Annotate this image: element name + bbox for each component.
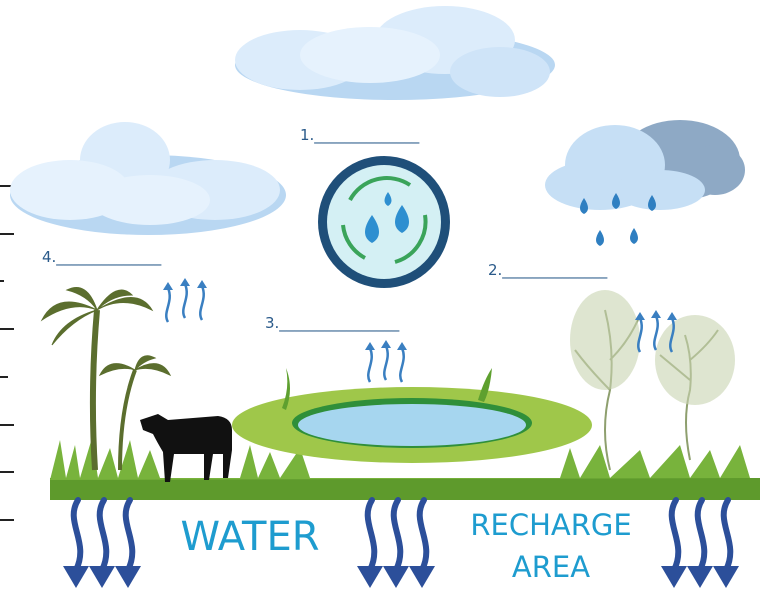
recharge-arrows-part [357, 500, 383, 588]
blank-label: 2.______________ [488, 261, 608, 280]
blank-label: 1.______________ [300, 126, 420, 145]
evaporation-arrows-part [180, 278, 190, 318]
palm-trees [42, 288, 170, 471]
pond-part [298, 404, 526, 446]
rain-cloud-part-part [596, 230, 604, 246]
cloud [10, 122, 286, 235]
cypress-trees-part [655, 315, 735, 405]
evaporation-arrows-part [397, 342, 407, 382]
evaporation-arrows-part [381, 340, 391, 380]
caption-area: AREA [512, 550, 590, 584]
recharge-arrows-part [63, 500, 89, 588]
caption-recharge: RECHARGE [470, 508, 631, 542]
water-cycle-icon [318, 156, 450, 288]
pond [232, 368, 592, 463]
recharge-arrows-part [661, 500, 687, 588]
recharge-arrows-part [89, 500, 115, 588]
rain-cloud [545, 120, 745, 246]
recharge-arrows-part [115, 500, 141, 588]
rain-cloud-part-part [630, 228, 638, 244]
cloud-part [450, 47, 550, 97]
rain-cloud-part [615, 170, 705, 210]
cloud [235, 6, 555, 100]
recharge-arrows-part [383, 500, 409, 588]
recharge-arrows-part [409, 500, 435, 588]
edge-dashes [0, 186, 14, 520]
caption-water: WATER [180, 514, 319, 560]
evaporation-arrows-part [163, 282, 173, 322]
water-cycle-diagram: 1.______________ 2.______________ 3.____… [0, 0, 767, 596]
cloud-part [90, 175, 210, 225]
recharge-arrows-part [687, 500, 713, 588]
evaporation-arrows-part [197, 280, 207, 320]
recharge-arrows-part [713, 500, 739, 588]
recharge-arrows [63, 500, 739, 588]
cloud-part [300, 27, 440, 83]
palm-trees-part [93, 310, 97, 470]
ground-part [50, 478, 760, 500]
blank-label: 3.________________ [265, 314, 400, 333]
blank-label: 4.______________ [42, 248, 162, 267]
evaporation-arrows-part [365, 342, 375, 382]
cypress-trees-part [570, 290, 640, 390]
